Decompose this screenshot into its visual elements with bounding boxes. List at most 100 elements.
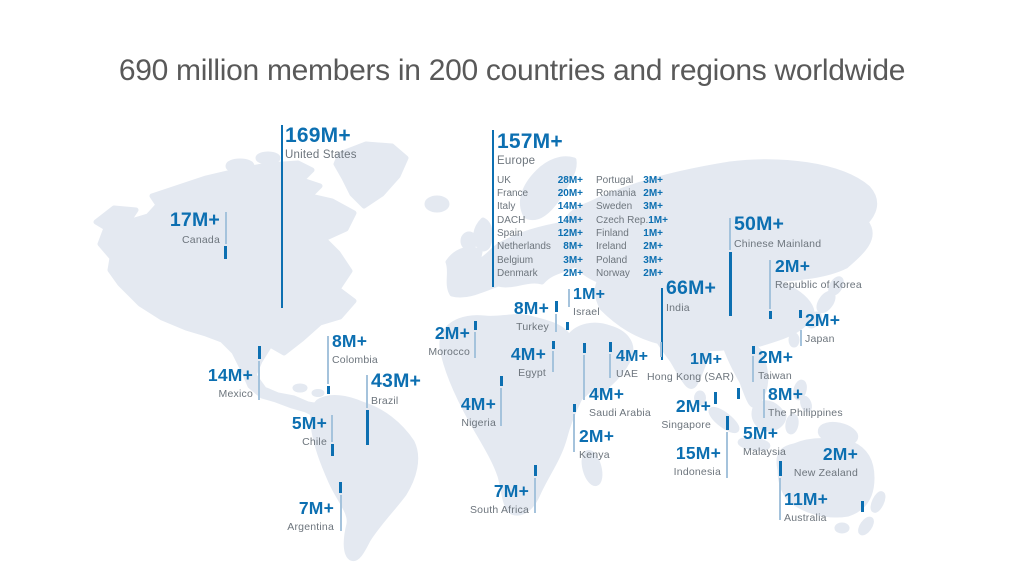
member-count: 4M+	[460, 394, 496, 414]
leader-line	[366, 410, 369, 445]
europe-breakdown: UK 28M+ France 20M+ Italy 14M+ DACH 14M+ Spain 12…	[497, 174, 668, 283]
marker-indonesia: 15M+ Indonesia	[673, 443, 721, 478]
continent-north-america	[93, 160, 357, 419]
marker-brazil: 43M+ Brazil	[371, 370, 422, 407]
member-count: 157M+	[497, 130, 563, 153]
leader-line	[568, 289, 570, 307]
central-asia-china	[594, 269, 815, 352]
leader-line	[769, 311, 772, 319]
korea-peninsula	[783, 290, 799, 314]
new-zealand-south	[858, 516, 874, 536]
member-count: 1M+	[648, 214, 668, 226]
sumatra	[708, 406, 740, 434]
country-label: Ireland	[596, 241, 627, 253]
europe-breakdown-row: Poland 3M+	[596, 254, 663, 269]
country-label: Norway	[596, 268, 630, 280]
leader-line	[752, 346, 755, 354]
member-count: 3M+	[643, 174, 663, 186]
taiwan-island	[788, 332, 800, 348]
europe-breakdown-row: DACH 14M+	[497, 214, 583, 229]
country-label: South Africa	[469, 503, 529, 516]
europe-breakdown-row: Norway 2M+	[596, 269, 663, 282]
scandinavia	[520, 156, 577, 220]
country-label: Canada	[182, 233, 220, 246]
member-count: 8M+	[332, 331, 368, 351]
leader-line	[726, 432, 728, 478]
marker-egypt: 4M+ Egypt	[511, 345, 546, 378]
country-label: DACH	[497, 214, 526, 226]
country-label: Republic of Korea	[775, 278, 862, 291]
member-count: 14M+	[207, 365, 253, 385]
country-label: Israel	[573, 306, 600, 318]
leader-line	[779, 461, 782, 476]
arctic-islands	[255, 151, 281, 165]
member-count: 50M+	[734, 213, 785, 235]
leader-line	[224, 246, 227, 259]
marker-hong-kong: 1M+ Hong Kong (SAR)	[647, 352, 734, 383]
europe-breakdown-row: Netherlands 8M+	[497, 242, 583, 255]
leader-line	[714, 392, 717, 404]
country-label: Czech Rep.	[596, 214, 649, 226]
marker-australia: 11M+ Australia	[784, 489, 829, 524]
leader-line	[281, 125, 283, 308]
caribbean-islands	[311, 389, 325, 397]
country-label: Hong Kong (SAR)	[647, 371, 735, 383]
country-label: Brazil	[371, 394, 399, 407]
member-count: 1M+	[643, 228, 663, 240]
leader-line	[534, 478, 536, 513]
australia	[776, 438, 875, 518]
member-count: 12M+	[557, 228, 583, 240]
leader-line	[566, 322, 569, 330]
leader-line	[609, 342, 612, 352]
member-count: 2M+	[643, 241, 663, 253]
leader-line	[339, 482, 342, 493]
madagascar	[581, 449, 603, 487]
marker-europe: 157M+ Europe UK 28M+ France 20M+ Italy 14M+ DA…	[497, 130, 668, 283]
marker-nigeria: 4M+ Nigeria	[460, 394, 496, 428]
member-count: 3M+	[643, 254, 663, 266]
member-count: 14M+	[557, 214, 583, 226]
marker-uae: 4M+ UAE	[616, 349, 648, 380]
leader-line	[225, 212, 227, 244]
member-count: 2M+	[675, 396, 711, 416]
marker-chile: 5M+ Chile	[292, 414, 327, 447]
leader-line	[769, 260, 771, 309]
region-label: Europe	[497, 155, 536, 167]
marker-israel: 1M+ Israel	[573, 287, 605, 318]
iceland	[424, 195, 450, 213]
europe-breakdown-row: Belgium 3M+	[497, 255, 583, 269]
country-label: Indonesia	[673, 465, 721, 478]
member-count: 169M+	[285, 124, 351, 147]
country-label: Netherlands	[497, 241, 551, 253]
arctic-islands	[225, 158, 255, 174]
member-count: 20M+	[557, 187, 583, 199]
country-label: Argentina	[287, 520, 334, 533]
arabian-peninsula	[566, 322, 634, 397]
europe-breakdown-row: Sweden 3M+	[596, 202, 663, 215]
philippine-islands	[793, 379, 807, 401]
member-count: 17M+	[169, 209, 220, 231]
country-label: Japan	[805, 332, 835, 345]
country-label: Australia	[784, 511, 827, 524]
marker-kenya: 2M+ Kenya	[579, 427, 614, 460]
java	[737, 437, 771, 451]
leader-line	[534, 465, 537, 476]
member-count: 1M+	[573, 286, 606, 303]
member-count: 43M+	[371, 370, 422, 392]
member-count: 2M+	[563, 268, 583, 280]
leader-line	[752, 356, 754, 382]
marker-united-states: 169M+ United States	[285, 125, 357, 162]
continent-south-america	[310, 395, 419, 562]
member-count: 15M+	[675, 443, 721, 463]
japan-islands	[806, 311, 822, 329]
member-count: 2M+	[775, 256, 811, 276]
marker-india: 66M+ India	[666, 278, 716, 313]
united-kingdom	[473, 217, 493, 252]
member-count: 11M+	[784, 489, 829, 509]
country-label: Chinese Mainland	[734, 237, 822, 250]
country-label: Denmark	[497, 268, 538, 280]
marker-morocco: 2M+ Morocco	[428, 323, 470, 357]
member-count: 2M+	[434, 323, 470, 343]
